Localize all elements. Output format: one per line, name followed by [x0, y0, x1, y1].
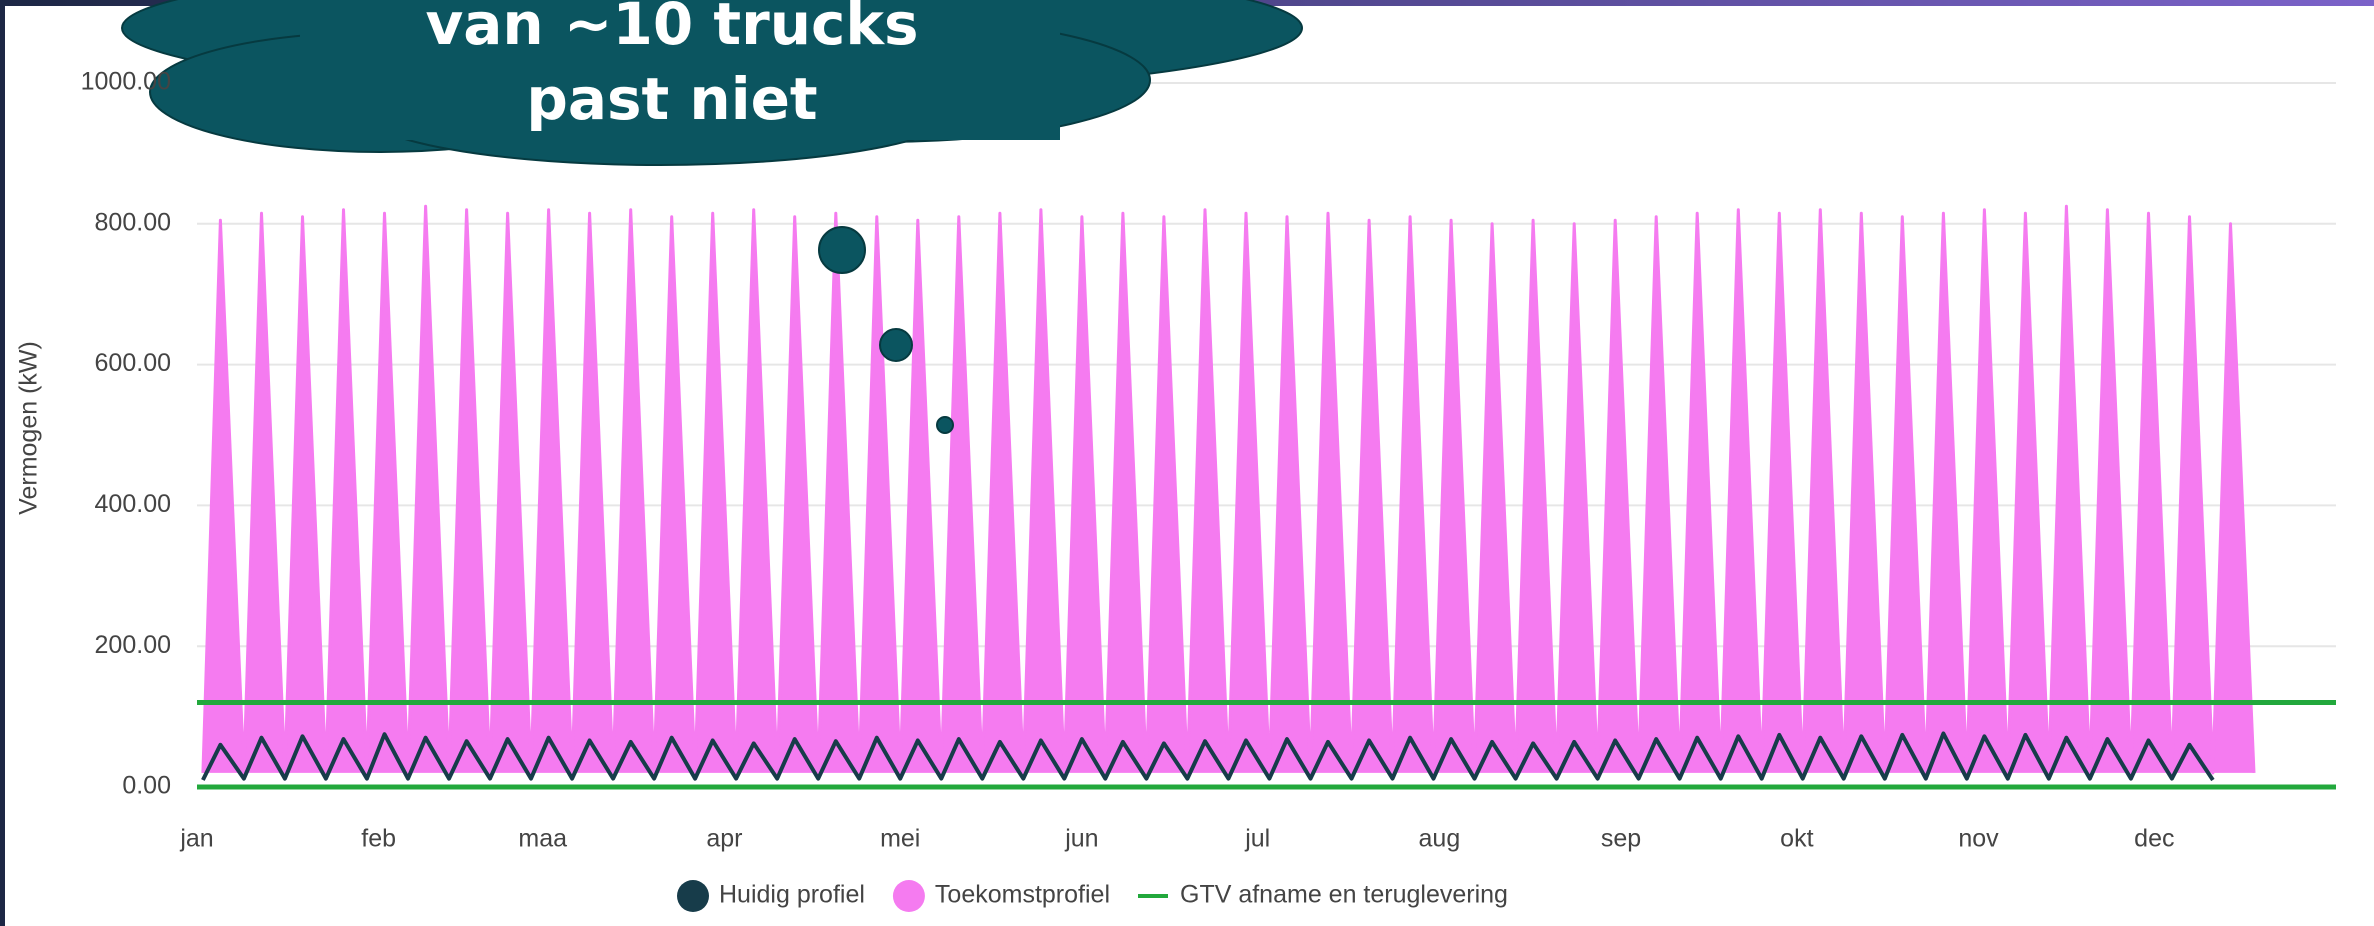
x-tick-label: jun — [1064, 825, 1098, 853]
thought-dot — [936, 416, 954, 434]
series-line — [201, 204, 2256, 775]
legend-label: GTV afname en teruglevering — [1180, 881, 1508, 909]
x-tick-label: maa — [518, 825, 567, 853]
legend-marker — [892, 880, 925, 912]
x-tick-label: jul — [1244, 825, 1270, 853]
y-tick-label: 600.00 — [95, 349, 171, 377]
x-tick-label: dec — [2134, 825, 2174, 853]
annotation-bubble: van ~10 trucks past niet — [121, 0, 1303, 434]
x-tick-label: jan — [179, 825, 213, 853]
x-tick-label: mei — [880, 825, 920, 853]
y-tick-label: 1000.00 — [81, 68, 171, 96]
annotation-line: past niet — [526, 65, 817, 133]
cloud-fill — [300, 10, 1060, 140]
y-tick-label: 800.00 — [95, 208, 171, 236]
y-tick-label: 0.00 — [122, 772, 171, 800]
y-tick-label: 400.00 — [95, 490, 171, 518]
legend-label: Toekomstprofiel — [935, 881, 1110, 909]
legend: Huidig profiel Toekomstprofiel GTV afname … — [677, 880, 1508, 912]
annotation-line: van ~10 trucks — [425, 0, 918, 58]
x-tick-label: aug — [1419, 825, 1461, 853]
y-tick-label: 200.00 — [95, 631, 171, 659]
thought-dot — [879, 328, 913, 362]
x-tick-label: feb — [361, 825, 396, 853]
x-tick-label: okt — [1780, 825, 1813, 853]
x-tick-label: nov — [1958, 825, 1999, 853]
legend-label: Huidig profiel — [719, 881, 865, 909]
x-tick-label: apr — [706, 825, 742, 853]
thought-dot — [818, 226, 866, 274]
x-tick-label: sep — [1601, 825, 1641, 853]
y-axis-title: Vermogen (kW) — [15, 341, 43, 515]
legend-marker — [677, 880, 709, 912]
series-line — [201, 731, 2215, 782]
